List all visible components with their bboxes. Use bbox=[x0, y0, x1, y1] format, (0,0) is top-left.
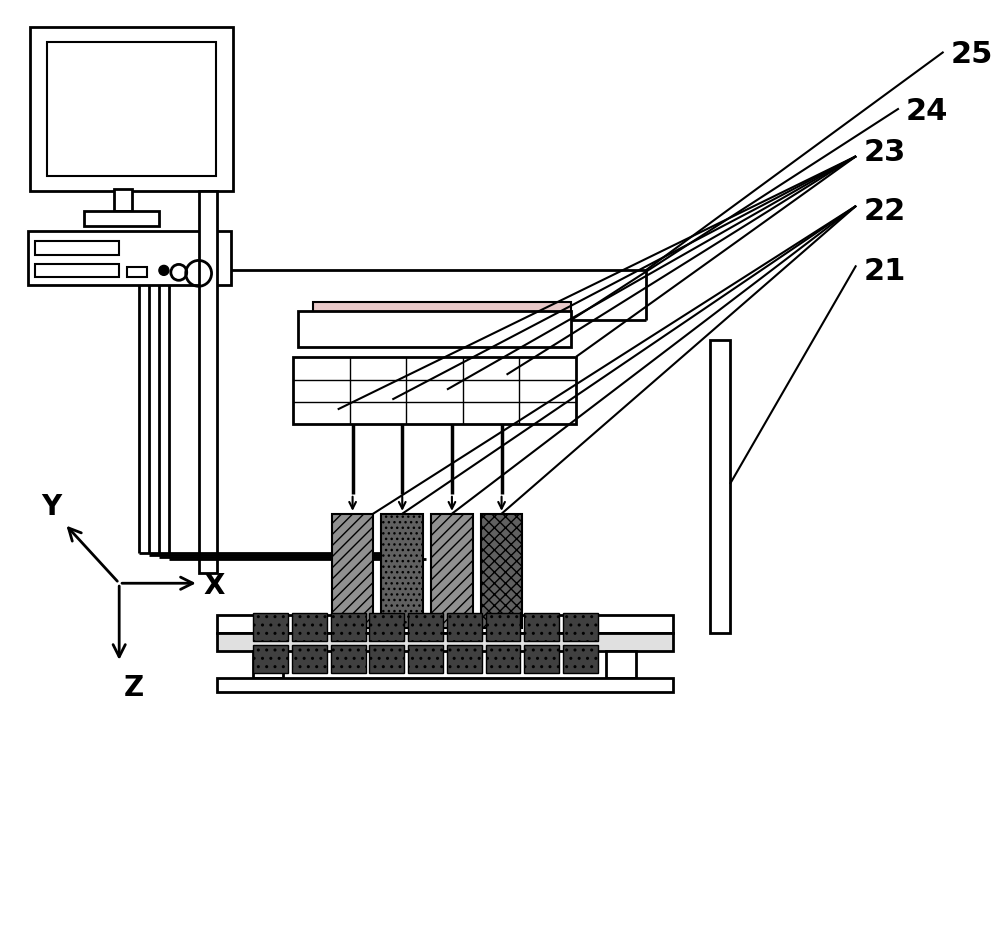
Bar bbox=[114, 190, 132, 211]
Bar bbox=[331, 614, 366, 641]
Bar bbox=[217, 615, 673, 633]
Text: 24: 24 bbox=[906, 97, 948, 126]
Text: Y: Y bbox=[42, 492, 62, 520]
Bar bbox=[292, 614, 327, 641]
Bar bbox=[35, 265, 119, 278]
Bar bbox=[293, 358, 576, 425]
Circle shape bbox=[159, 266, 169, 276]
Bar bbox=[486, 645, 520, 673]
Bar bbox=[447, 614, 482, 641]
Bar bbox=[217, 678, 673, 693]
Bar bbox=[447, 645, 482, 673]
Bar bbox=[563, 645, 598, 673]
Bar bbox=[524, 614, 559, 641]
Bar bbox=[217, 633, 673, 651]
Bar bbox=[253, 614, 288, 641]
Bar bbox=[369, 614, 404, 641]
Text: 22: 22 bbox=[864, 197, 906, 226]
Bar bbox=[30, 28, 233, 192]
Bar bbox=[47, 42, 216, 177]
Text: X: X bbox=[204, 571, 225, 599]
Bar bbox=[332, 514, 373, 629]
Bar bbox=[369, 645, 404, 673]
Bar bbox=[431, 514, 473, 629]
Text: 21: 21 bbox=[864, 257, 906, 286]
Bar bbox=[710, 341, 730, 633]
Bar bbox=[253, 645, 288, 673]
Bar bbox=[381, 514, 423, 629]
Text: 23: 23 bbox=[864, 138, 906, 166]
Bar bbox=[35, 242, 119, 256]
Bar bbox=[481, 514, 522, 629]
Bar bbox=[408, 645, 443, 673]
Bar bbox=[486, 614, 520, 641]
Text: Z: Z bbox=[124, 673, 144, 700]
Bar bbox=[524, 645, 559, 673]
Bar bbox=[298, 312, 571, 347]
Bar bbox=[331, 645, 366, 673]
Bar bbox=[28, 231, 231, 286]
Bar bbox=[563, 614, 598, 641]
Bar bbox=[313, 303, 571, 312]
Bar bbox=[84, 211, 159, 227]
Bar bbox=[292, 645, 327, 673]
Bar bbox=[199, 192, 217, 574]
Bar bbox=[606, 651, 636, 678]
Bar bbox=[253, 651, 283, 678]
Bar bbox=[127, 268, 147, 278]
Bar bbox=[408, 614, 443, 641]
Text: 25: 25 bbox=[951, 41, 993, 69]
